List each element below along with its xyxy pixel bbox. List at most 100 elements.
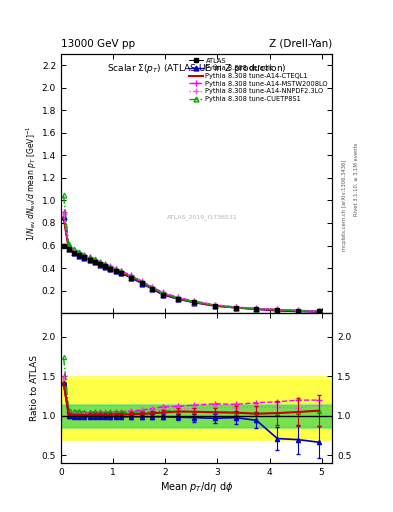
Pythia 8.308 tune-A14-CTEQL1 bbox=[113, 267, 118, 273]
Pythia 8.308 tune-A14-CTEQL1 bbox=[140, 280, 144, 286]
Pythia 8.308 tune-A14-NNPDF2.3LO bbox=[233, 304, 238, 310]
Pythia 8.308 tune-A14-CTEQL1 bbox=[119, 269, 123, 275]
Pythia 8.308 tune-A14-MSTW2008LO bbox=[92, 257, 97, 263]
Pythia 8.308 default bbox=[317, 309, 321, 315]
Pythia 8.308 default bbox=[212, 303, 217, 309]
Pythia 8.308 tune-CUETP8S1 bbox=[129, 273, 134, 279]
Pythia 8.308 tune-A14-MSTW2008LO bbox=[233, 304, 238, 310]
Pythia 8.308 tune-A14-MSTW2008LO bbox=[176, 294, 181, 301]
Pythia 8.308 default bbox=[191, 300, 196, 306]
Pythia 8.308 tune-CUETP8S1 bbox=[296, 308, 301, 314]
Pythia 8.308 tune-A14-CTEQL1 bbox=[160, 291, 165, 297]
Pythia 8.308 tune-A14-MSTW2008LO bbox=[275, 306, 280, 312]
Pythia 8.308 tune-CUETP8S1 bbox=[92, 256, 97, 262]
Pythia 8.308 tune-A14-NNPDF2.3LO bbox=[66, 245, 71, 251]
Pythia 8.308 tune-A14-NNPDF2.3LO bbox=[317, 308, 321, 314]
Text: 13000 GeV pp: 13000 GeV pp bbox=[61, 38, 135, 49]
Pythia 8.308 default bbox=[72, 250, 76, 257]
Pythia 8.308 tune-A14-CTEQL1 bbox=[212, 303, 217, 309]
Pythia 8.308 tune-A14-NNPDF2.3LO bbox=[140, 279, 144, 285]
Pythia 8.308 tune-CUETP8S1 bbox=[72, 246, 76, 252]
Pythia 8.308 tune-A14-NNPDF2.3LO bbox=[176, 295, 181, 301]
Pythia 8.308 default bbox=[82, 255, 87, 261]
Pythia 8.308 tune-CUETP8S1 bbox=[66, 241, 71, 247]
Pythia 8.308 tune-CUETP8S1 bbox=[254, 306, 259, 312]
Text: ATLAS_2019_I1736531: ATLAS_2019_I1736531 bbox=[167, 215, 237, 220]
Pythia 8.308 tune-A14-CTEQL1 bbox=[66, 245, 71, 251]
Pythia 8.308 tune-CUETP8S1 bbox=[77, 249, 81, 255]
Pythia 8.308 tune-CUETP8S1 bbox=[108, 264, 113, 270]
Pythia 8.308 default bbox=[103, 264, 108, 270]
Pythia 8.308 tune-A14-CTEQL1 bbox=[191, 299, 196, 305]
Pythia 8.308 tune-A14-NNPDF2.3LO bbox=[275, 307, 280, 313]
Pythia 8.308 tune-CUETP8S1 bbox=[82, 251, 87, 258]
Pythia 8.308 tune-A14-NNPDF2.3LO bbox=[113, 266, 118, 272]
Pythia 8.308 default bbox=[140, 281, 144, 287]
Pythia 8.308 tune-CUETP8S1 bbox=[87, 254, 92, 260]
Pythia 8.308 tune-A14-NNPDF2.3LO bbox=[296, 308, 301, 314]
Pythia 8.308 tune-A14-CTEQL1 bbox=[82, 254, 87, 260]
Pythia 8.308 default bbox=[66, 246, 71, 252]
Pythia 8.308 tune-A14-NNPDF2.3LO bbox=[103, 262, 108, 268]
Line: Pythia 8.308 tune-CUETP8S1: Pythia 8.308 tune-CUETP8S1 bbox=[61, 193, 321, 314]
Pythia 8.308 tune-A14-NNPDF2.3LO bbox=[191, 298, 196, 305]
Pythia 8.308 tune-A14-NNPDF2.3LO bbox=[98, 260, 103, 266]
Pythia 8.308 default bbox=[119, 270, 123, 276]
Pythia 8.308 tune-CUETP8S1 bbox=[103, 261, 108, 267]
Line: Pythia 8.308 tune-A14-CTEQL1: Pythia 8.308 tune-A14-CTEQL1 bbox=[64, 217, 319, 311]
Pythia 8.308 default bbox=[160, 292, 165, 298]
Pythia 8.308 default bbox=[87, 257, 92, 263]
Text: Scalar $\Sigma(p_T)$ (ATLAS UE in Z production): Scalar $\Sigma(p_T)$ (ATLAS UE in Z prod… bbox=[107, 61, 286, 75]
Pythia 8.308 tune-A14-NNPDF2.3LO bbox=[150, 284, 154, 290]
Pythia 8.308 tune-A14-CTEQL1 bbox=[317, 308, 321, 314]
Pythia 8.308 tune-A14-CTEQL1 bbox=[176, 295, 181, 302]
Pythia 8.308 tune-A14-CTEQL1 bbox=[108, 265, 113, 271]
Pythia 8.308 tune-A14-NNPDF2.3LO bbox=[160, 290, 165, 296]
Pythia 8.308 tune-A14-MSTW2008LO bbox=[160, 289, 165, 295]
Pythia 8.308 default bbox=[98, 262, 103, 268]
Pythia 8.308 tune-A14-MSTW2008LO bbox=[140, 278, 144, 284]
Pythia 8.308 tune-A14-MSTW2008LO bbox=[150, 284, 154, 290]
Pythia 8.308 tune-CUETP8S1 bbox=[191, 299, 196, 305]
Pythia 8.308 tune-A14-CTEQL1 bbox=[233, 305, 238, 311]
Pythia 8.308 tune-A14-NNPDF2.3LO bbox=[254, 306, 259, 312]
Pythia 8.308 tune-CUETP8S1 bbox=[140, 279, 144, 285]
Pythia 8.308 tune-A14-MSTW2008LO bbox=[61, 208, 66, 215]
Pythia 8.308 tune-A14-NNPDF2.3LO bbox=[212, 302, 217, 308]
X-axis label: Mean $p_T$/d$\eta$ d$\phi$: Mean $p_T$/d$\eta$ d$\phi$ bbox=[160, 480, 233, 494]
Pythia 8.308 tune-A14-MSTW2008LO bbox=[77, 250, 81, 256]
Line: Pythia 8.308 tune-A14-NNPDF2.3LO: Pythia 8.308 tune-A14-NNPDF2.3LO bbox=[61, 211, 322, 314]
Pythia 8.308 default bbox=[108, 266, 113, 272]
Pythia 8.308 default bbox=[92, 260, 97, 266]
Pythia 8.308 default bbox=[150, 286, 154, 292]
Pythia 8.308 tune-A14-MSTW2008LO bbox=[66, 244, 71, 250]
Pythia 8.308 default bbox=[233, 305, 238, 311]
Pythia 8.308 tune-A14-NNPDF2.3LO bbox=[119, 268, 123, 274]
Pythia 8.308 tune-A14-CTEQL1 bbox=[129, 274, 134, 280]
Pythia 8.308 tune-CUETP8S1 bbox=[98, 259, 103, 265]
Pythia 8.308 default bbox=[176, 296, 181, 303]
Pythia 8.308 tune-A14-NNPDF2.3LO bbox=[87, 255, 92, 261]
Pythia 8.308 tune-A14-CTEQL1 bbox=[92, 258, 97, 264]
Pythia 8.308 tune-A14-CTEQL1 bbox=[296, 308, 301, 314]
Pythia 8.308 default bbox=[296, 309, 301, 315]
Pythia 8.308 tune-CUETP8S1 bbox=[61, 191, 66, 198]
Pythia 8.308 tune-CUETP8S1 bbox=[212, 303, 217, 309]
Pythia 8.308 tune-A14-CTEQL1 bbox=[275, 307, 280, 313]
Pythia 8.308 tune-CUETP8S1 bbox=[119, 268, 123, 274]
Pythia 8.308 tune-A14-MSTW2008LO bbox=[113, 266, 118, 272]
Pythia 8.308 tune-CUETP8S1 bbox=[275, 307, 280, 313]
Pythia 8.308 tune-A14-MSTW2008LO bbox=[317, 308, 321, 314]
Pythia 8.308 tune-A14-CTEQL1 bbox=[72, 249, 76, 255]
Pythia 8.308 tune-A14-NNPDF2.3LO bbox=[108, 264, 113, 270]
Pythia 8.308 default bbox=[61, 214, 66, 220]
Pythia 8.308 tune-A14-CTEQL1 bbox=[77, 251, 81, 258]
Pythia 8.308 tune-A14-NNPDF2.3LO bbox=[129, 273, 134, 279]
Pythia 8.308 default bbox=[113, 268, 118, 274]
Legend: ATLAS, Pythia 8.308 default, Pythia 8.308 tune-A14-CTEQL1, Pythia 8.308 tune-A14: ATLAS, Pythia 8.308 default, Pythia 8.30… bbox=[186, 55, 331, 105]
Pythia 8.308 tune-CUETP8S1 bbox=[176, 295, 181, 302]
Pythia 8.308 tune-A14-MSTW2008LO bbox=[191, 298, 196, 304]
Pythia 8.308 tune-A14-MSTW2008LO bbox=[108, 263, 113, 269]
Pythia 8.308 default bbox=[275, 308, 280, 314]
Pythia 8.308 tune-A14-CTEQL1 bbox=[87, 256, 92, 262]
